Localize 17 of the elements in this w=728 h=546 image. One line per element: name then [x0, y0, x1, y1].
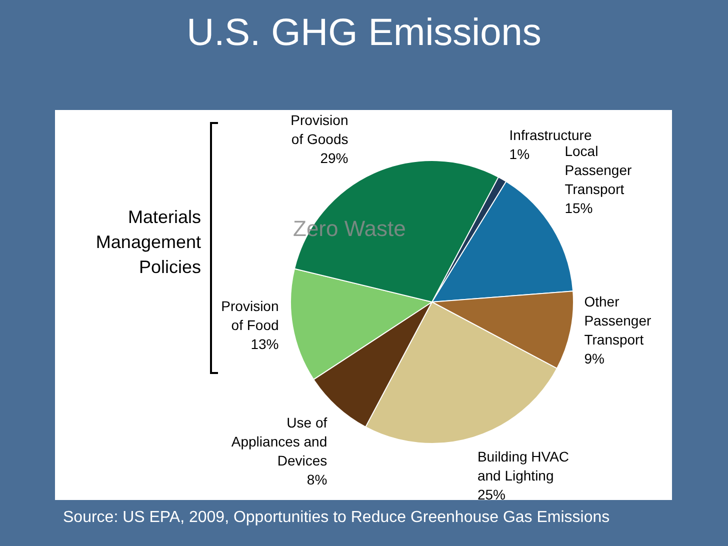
slice-label: Building HVAC and Lighting [477, 448, 570, 484]
data-label: 1% [509, 146, 530, 162]
slice-label: Local Passenger Transport [564, 142, 632, 197]
chart-title: U.S. GHG Emissions [186, 12, 542, 55]
source-note: Source: US EPA, 2009, Opportunities to Reduce Greenhouse Gas Emissions [63, 509, 610, 527]
data-label: 15% [564, 200, 593, 216]
data-label: 9% [584, 350, 604, 367]
slice-label: Infrastructure [509, 126, 592, 143]
text: Materials Management Policies [94, 206, 201, 279]
data-label: 8% [306, 472, 328, 488]
slice-label: Other Passenger Transport [584, 294, 652, 348]
data-label: 29% [320, 150, 348, 166]
slice-label: Provision of Goods [290, 112, 348, 147]
slice-label: Provision of Food [221, 298, 279, 333]
data-label: 25% [477, 486, 506, 503]
slice-label: Use of Appliances and Devices [231, 414, 328, 469]
data-label: 13% [250, 336, 279, 352]
